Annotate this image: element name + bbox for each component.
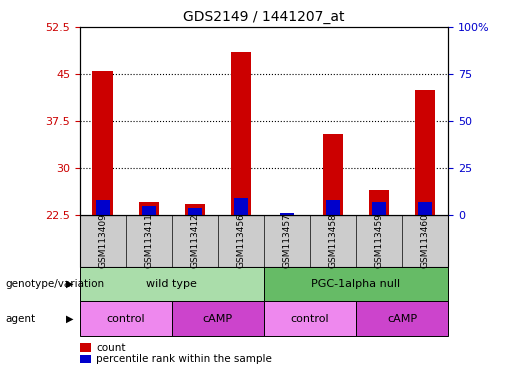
Bar	[184, 204, 205, 215]
Bar	[139, 202, 159, 215]
Bar	[93, 71, 113, 215]
Text: ▶: ▶	[66, 314, 73, 324]
Text: percentile rank within the sample: percentile rank within the sample	[96, 354, 272, 364]
Bar	[325, 200, 340, 215]
Text: ▶: ▶	[66, 279, 73, 289]
Text: GSM113459: GSM113459	[374, 214, 384, 268]
Text: PGC-1alpha null: PGC-1alpha null	[312, 279, 401, 289]
Text: count: count	[96, 343, 126, 353]
Text: GSM113409: GSM113409	[98, 214, 107, 268]
Text: GSM113456: GSM113456	[236, 214, 246, 268]
Text: agent: agent	[5, 314, 35, 324]
Bar	[234, 198, 248, 215]
Bar	[142, 206, 156, 215]
Bar	[187, 207, 202, 215]
Title: GDS2149 / 1441207_at: GDS2149 / 1441207_at	[183, 10, 345, 25]
Text: GSM113460: GSM113460	[421, 214, 430, 268]
Text: GSM113457: GSM113457	[282, 214, 291, 268]
Text: wild type: wild type	[146, 279, 197, 289]
Text: GSM113412: GSM113412	[191, 214, 199, 268]
Bar	[372, 202, 386, 215]
Text: control: control	[107, 314, 145, 324]
Bar	[415, 89, 435, 215]
Text: control: control	[290, 314, 329, 324]
Text: genotype/variation: genotype/variation	[5, 279, 104, 289]
Bar	[231, 52, 251, 215]
Bar	[418, 202, 432, 215]
Bar	[280, 213, 294, 215]
Bar	[96, 200, 110, 215]
Text: cAMP: cAMP	[203, 314, 233, 324]
Bar	[369, 190, 389, 215]
Text: GSM113458: GSM113458	[329, 214, 337, 268]
Bar	[322, 134, 344, 215]
Text: GSM113411: GSM113411	[144, 214, 153, 268]
Text: cAMP: cAMP	[387, 314, 417, 324]
